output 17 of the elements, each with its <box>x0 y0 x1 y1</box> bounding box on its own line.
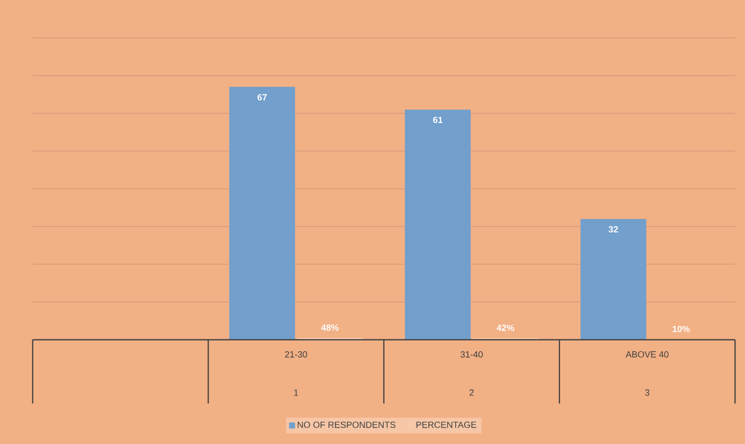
x-tick-label: ABOVE 40 <box>626 351 668 358</box>
bar <box>404 109 471 340</box>
data-label: 61 <box>433 116 442 123</box>
text: 2 <box>470 389 474 396</box>
x-tick-label: 31-40 <box>460 351 483 358</box>
data-label: 10% <box>672 326 690 332</box>
bar <box>229 86 296 340</box>
text: 1 <box>294 389 298 396</box>
data-label: 67 <box>258 94 267 100</box>
data-label: 42% <box>496 324 514 331</box>
text: 3 <box>645 389 650 396</box>
legend-label: PERCENTAGE <box>416 421 476 428</box>
data-label: 48% <box>321 324 339 331</box>
bar <box>580 218 646 340</box>
x-tick-label: 21-30 <box>285 351 308 358</box>
data-label: 32 <box>608 226 618 232</box>
legend-label: NO OF RESPONDENTS <box>298 421 396 428</box>
